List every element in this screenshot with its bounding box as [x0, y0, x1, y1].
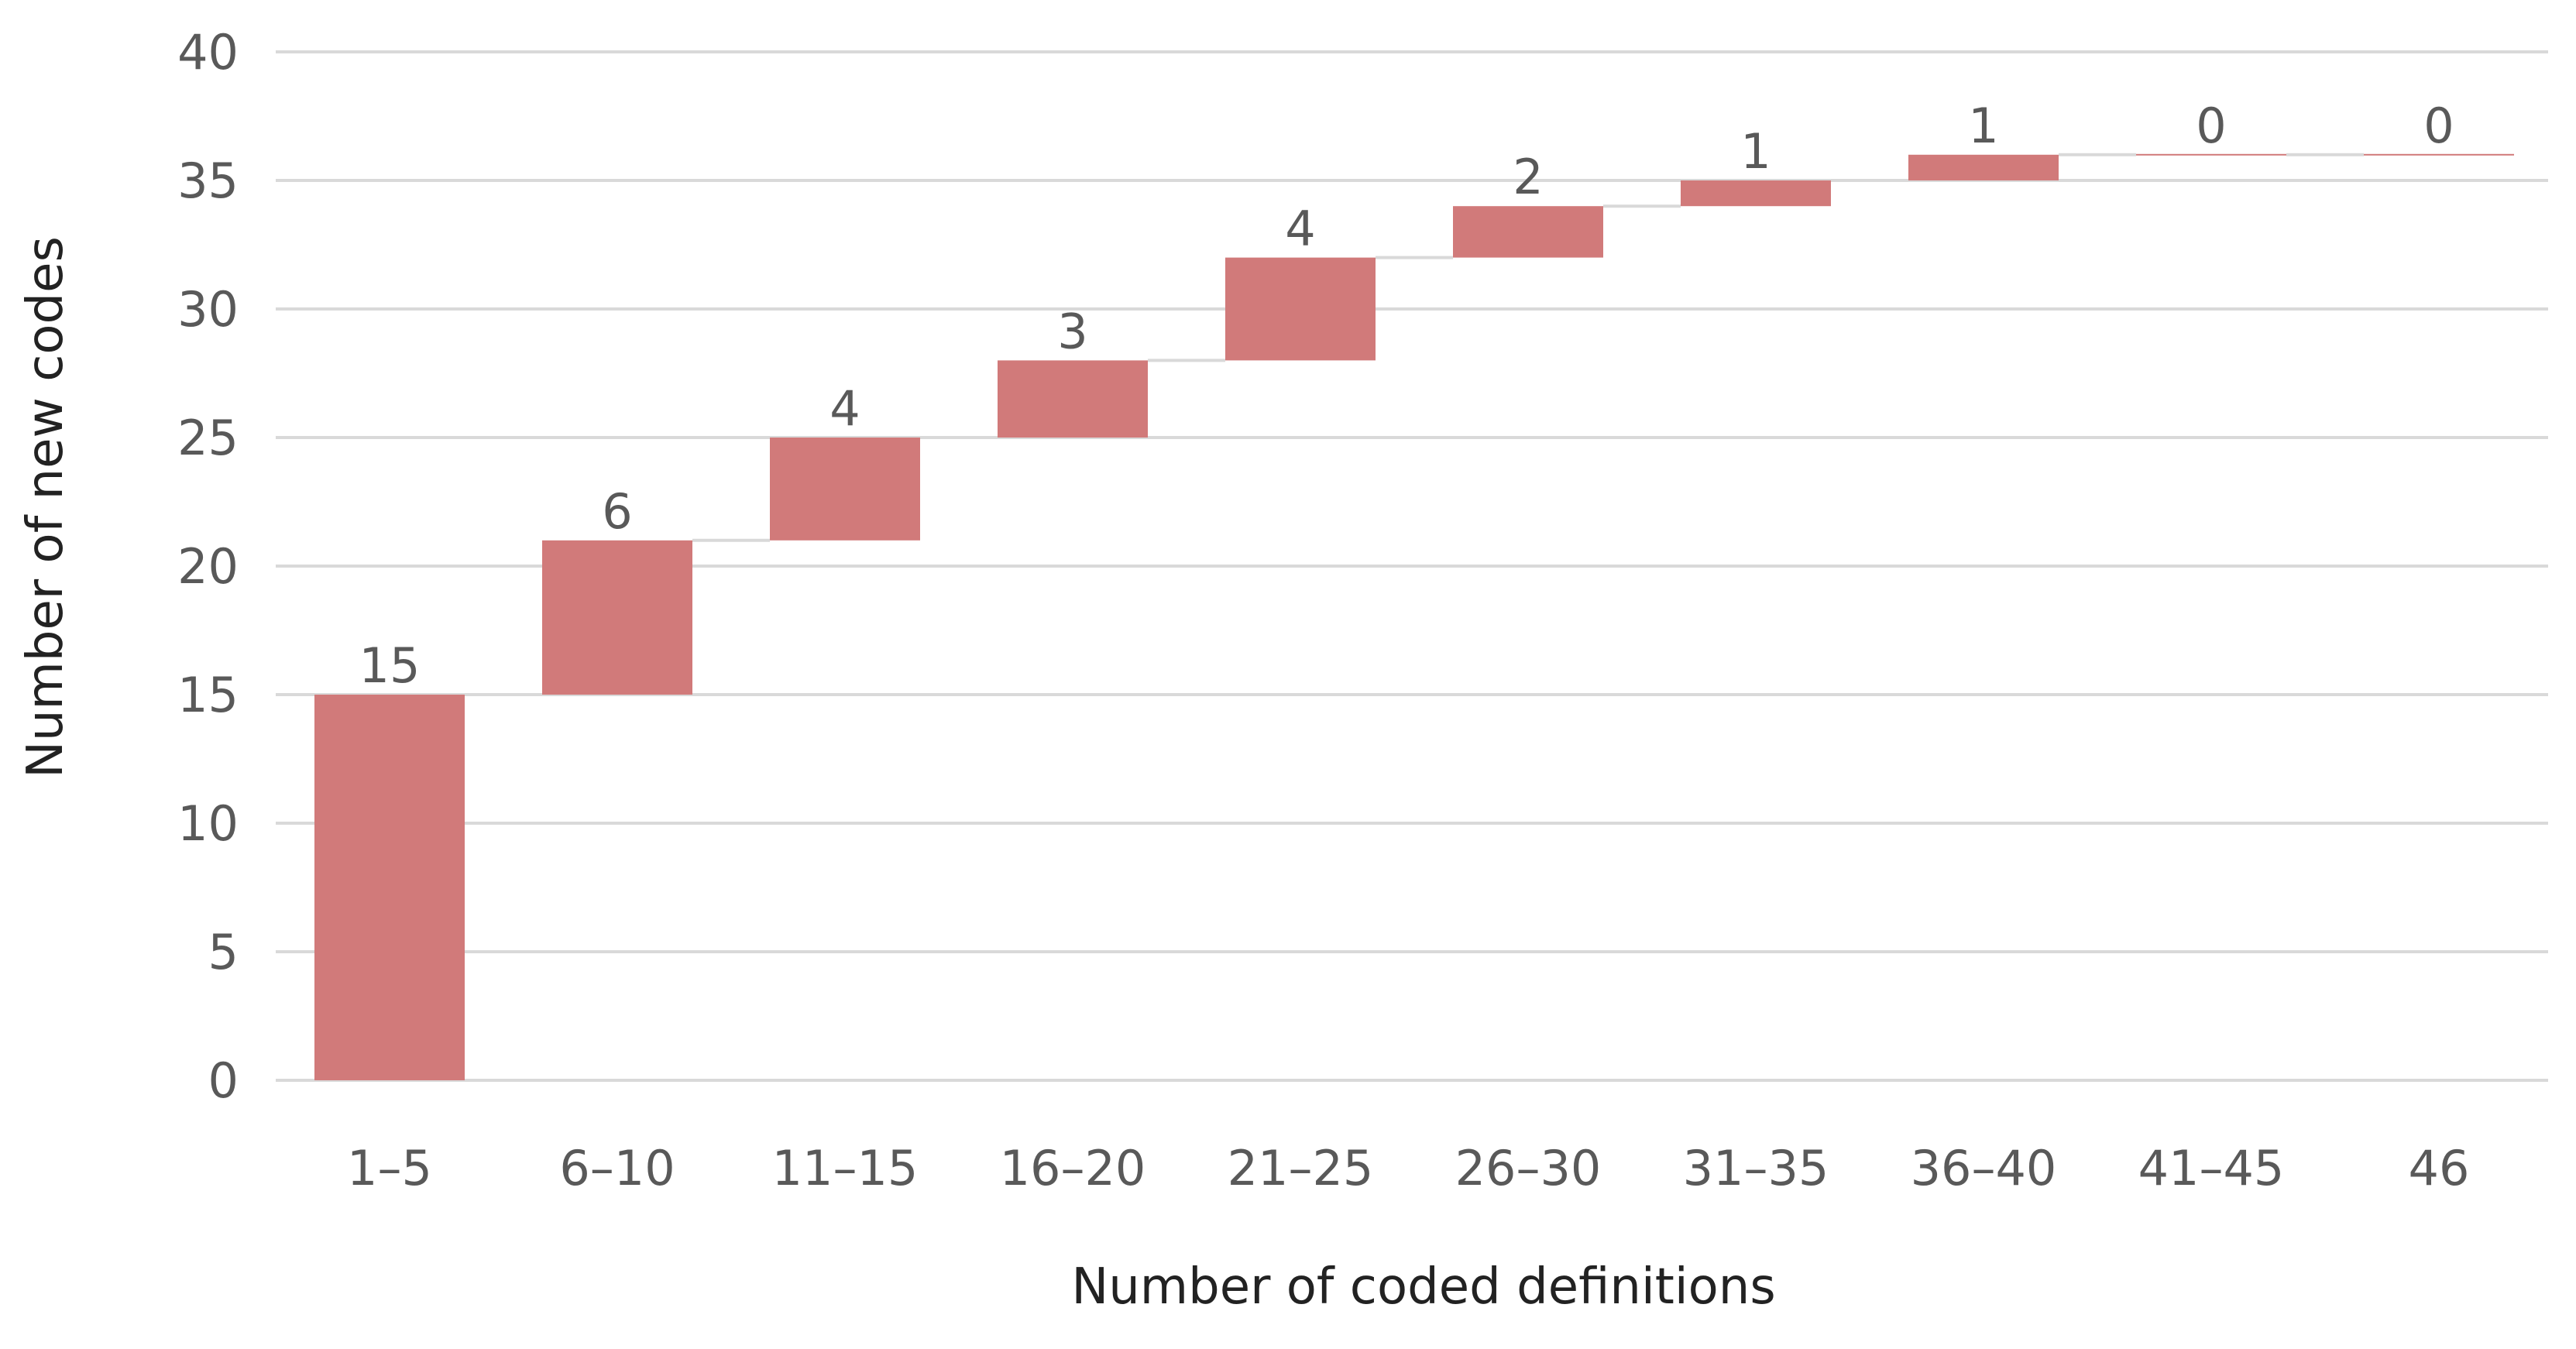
data-label: 6: [602, 483, 632, 540]
bar-1–5: [314, 695, 465, 1080]
data-label: 4: [1285, 201, 1315, 257]
x-tick-label: 6–10: [559, 1140, 675, 1196]
bar-26–30: [1453, 206, 1603, 258]
data-label: 0: [2423, 98, 2454, 154]
y-tick-label: 35: [177, 153, 239, 209]
x-tick-label: 31–35: [1683, 1140, 1829, 1196]
y-tick-label: 30: [177, 281, 239, 338]
y-tick-label: 0: [208, 1052, 239, 1109]
bar-46: [2364, 153, 2514, 156]
bar-31–35: [1681, 180, 1831, 207]
data-label: 3: [1057, 303, 1087, 359]
y-axis-ticks: 0 5 10 15 20 25 30 35 40: [177, 24, 239, 1109]
bar-6–10: [542, 540, 692, 695]
data-label: 15: [359, 637, 421, 694]
bar-21–25: [1225, 257, 1376, 361]
data-label: 2: [1513, 149, 1543, 205]
data-label: 1: [1968, 98, 1998, 154]
data-labels: 15 6 4 3 4 2 1 1 0 0: [359, 98, 2454, 694]
x-tick-label: 36–40: [1911, 1140, 2057, 1196]
x-axis-title: Number of coded definitions: [1071, 1258, 1775, 1316]
bar-41–45: [2136, 153, 2286, 156]
y-tick-label: 10: [177, 795, 239, 852]
y-tick-label: 25: [177, 410, 239, 466]
y-tick-label: 15: [177, 667, 239, 723]
bar-16–20: [998, 360, 1148, 438]
bar-36–40: [1908, 154, 2059, 180]
data-label: 0: [2196, 98, 2226, 154]
x-tick-label: 21–25: [1228, 1140, 1374, 1196]
bar-11–15: [770, 438, 920, 541]
x-tick-label: 16–20: [1000, 1140, 1146, 1196]
x-axis-ticks: 1–5 6–10 11–15 16–20 21–25 26–30 31–35 36–40 41–…: [347, 1140, 2469, 1196]
data-label: 4: [829, 380, 860, 437]
data-label: 1: [1740, 123, 1771, 180]
x-tick-label: 46: [2409, 1140, 2470, 1196]
x-tick-label: 26–30: [1455, 1140, 1602, 1196]
x-tick-label: 1–5: [347, 1140, 432, 1196]
y-tick-label: 20: [177, 538, 239, 595]
y-axis-title: Number of new codes: [17, 236, 74, 778]
bars: [314, 153, 2514, 1080]
connectors: [465, 153, 2364, 696]
x-tick-label: 41–45: [2138, 1140, 2285, 1196]
y-tick-label: 40: [177, 24, 239, 81]
x-tick-label: 11–15: [772, 1140, 919, 1196]
y-tick-label: 5: [208, 924, 239, 980]
